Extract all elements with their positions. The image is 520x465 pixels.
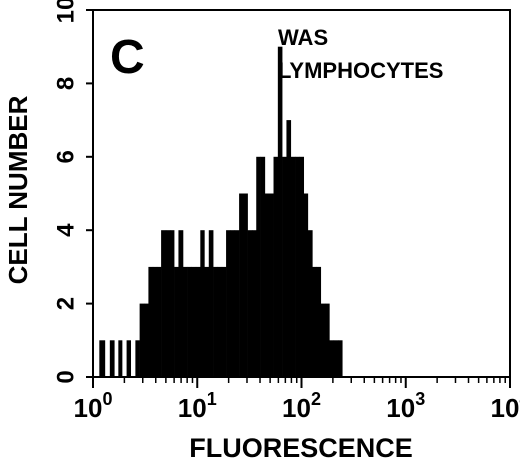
histogram-bar (312, 266, 317, 377)
x-axis-label: FLUORESCENCE (189, 433, 413, 463)
annotation-line-1: WAS (278, 25, 328, 50)
histogram-bar (200, 230, 205, 377)
x-tick-label: 100 (74, 389, 113, 423)
histogram-bar (234, 230, 240, 377)
histogram-bar (161, 230, 167, 377)
y-tick-label: 2 (52, 297, 79, 310)
histogram-bar (99, 340, 106, 377)
histogram-bar (221, 266, 227, 377)
histogram-bar (135, 340, 140, 377)
histogram-bar (152, 266, 158, 377)
histogram-bar (264, 193, 270, 377)
histogram-bar (118, 340, 123, 377)
histogram-bar (299, 156, 305, 377)
histogram-bar (333, 340, 339, 377)
x-tick-label: 104 (491, 389, 520, 423)
histogram-bar (273, 156, 279, 377)
histogram-bar (338, 340, 343, 377)
histogram-bar (195, 266, 201, 377)
histogram-bar (148, 266, 154, 377)
histogram-bar (178, 230, 184, 377)
histogram-bar (208, 230, 214, 377)
histogram-bar (307, 230, 313, 377)
histogram-bar (165, 230, 171, 377)
histogram-bar (277, 46, 283, 377)
x-ticks: 100 101 102 103 104 (74, 377, 520, 423)
y-tick-label: 8 (52, 77, 79, 90)
histogram-bar (109, 340, 115, 377)
histogram-bar (290, 156, 296, 377)
histogram-bar (156, 266, 162, 377)
histogram-bar (126, 340, 132, 377)
histogram-bar (303, 193, 309, 377)
histogram-bar (320, 303, 326, 377)
histogram-bar (243, 193, 248, 377)
histogram-bar (260, 156, 266, 377)
y-tick-label: 10 (52, 0, 79, 23)
histogram-bar (295, 156, 300, 377)
histogram-bar (183, 266, 188, 377)
histogram-bar (286, 120, 292, 377)
y-ticks: 0 2 4 6 8 10 (52, 0, 93, 384)
histogram-bar (230, 230, 236, 377)
histogram-bar (256, 156, 261, 377)
histogram-bar (239, 193, 244, 377)
histogram-bar (247, 230, 253, 377)
y-tick-label: 6 (52, 150, 79, 163)
histogram-bar (251, 230, 257, 377)
histogram-bar (144, 303, 149, 377)
x-tick-label: 102 (282, 389, 321, 423)
histogram-bar (269, 193, 274, 377)
annotation-line-2: LYMPHOCYTES (278, 58, 443, 83)
histogram-bar (204, 266, 210, 377)
panel-label: C (110, 31, 145, 84)
histogram-bar (282, 156, 287, 377)
histogram-bar (174, 266, 179, 377)
histogram-bar (187, 266, 192, 377)
histogram-bar (329, 340, 335, 377)
histogram-bar (170, 230, 175, 377)
histogram-bar (226, 230, 231, 377)
y-axis-label: CELL NUMBER (3, 95, 33, 284)
y-tick-label: 0 (52, 370, 79, 383)
histogram-bars (99, 46, 343, 377)
x-tick-label: 101 (178, 389, 217, 423)
histogram-bar (213, 266, 218, 377)
x-tick-label: 103 (386, 389, 425, 423)
histogram-bar (316, 266, 322, 377)
histogram-bar (139, 303, 145, 377)
histogram-bar (217, 266, 223, 377)
histogram-bar (324, 303, 330, 377)
histogram-bar (191, 266, 197, 377)
y-tick-label: 4 (52, 223, 79, 237)
